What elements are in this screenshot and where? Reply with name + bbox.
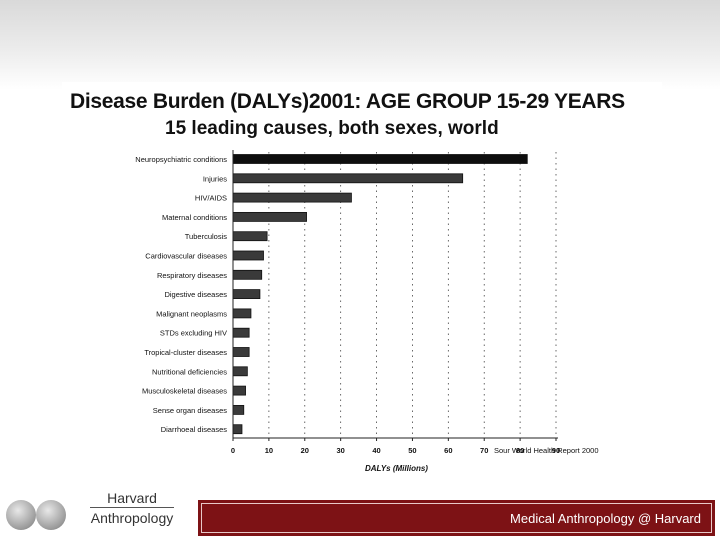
globe-icon <box>6 500 36 530</box>
category-label: HIV/AIDS <box>195 194 227 203</box>
category-label: Respiratory diseases <box>157 271 227 280</box>
category-label: Neuropsychiatric conditions <box>135 155 227 164</box>
category-label: Tuberculosis <box>185 232 227 241</box>
bar <box>232 231 268 242</box>
bar <box>232 347 250 357</box>
chart-title: Disease Burden (DALYs)2001: AGE GROUP 15… <box>70 90 625 113</box>
bar <box>232 404 245 415</box>
logo-line-anthropology: Anthropology <box>90 510 174 526</box>
x-tick-label: 30 <box>336 446 344 455</box>
slide-background <box>0 0 720 90</box>
bar <box>232 424 243 435</box>
bar <box>232 327 250 338</box>
x-tick-label: 80 <box>516 446 524 455</box>
x-axis-title: DALYs (Millions) <box>365 464 428 473</box>
bars <box>232 154 528 435</box>
bar <box>232 308 252 319</box>
category-label: Cardiovascular diseases <box>145 252 227 261</box>
gridlines <box>268 152 557 438</box>
category-label: Digestive diseases <box>164 290 227 299</box>
category-label: Maternal conditions <box>162 213 227 222</box>
x-tick-label: 20 <box>301 446 309 455</box>
x-tick-label: 70 <box>480 446 488 455</box>
category-label: Diarrhoeal diseases <box>161 425 228 434</box>
bar <box>232 366 248 377</box>
category-label: Tropical-cluster diseases <box>144 348 227 357</box>
bar <box>232 192 352 203</box>
x-tick-label: 60 <box>444 446 452 455</box>
bar <box>232 250 264 261</box>
bar <box>232 211 307 222</box>
category-label: Malignant neoplasms <box>156 309 227 318</box>
x-tick-label: 50 <box>408 446 416 455</box>
x-tick-label: 0 <box>231 446 235 455</box>
x-tick-label: 10 <box>265 446 273 455</box>
scanned-figure-area <box>62 82 662 487</box>
category-label: Nutritional deficiencies <box>152 367 227 376</box>
bar <box>232 289 261 300</box>
globe-icon <box>36 500 66 530</box>
bar <box>232 173 464 184</box>
bar <box>232 385 246 396</box>
category-label: Injuries <box>203 174 227 183</box>
category-label: Musculoskeletal diseases <box>142 387 227 396</box>
footer-banner: Medical Anthropology @ Harvard <box>198 500 715 536</box>
source-note: Sour World Health Report 2000 <box>494 446 599 455</box>
bar <box>232 154 528 164</box>
x-tick-label: 40 <box>372 446 380 455</box>
footer-banner-text: Medical Anthropology @ Harvard <box>201 503 712 533</box>
category-labels: Neuropsychiatric conditions Injuries HIV/A… <box>135 155 227 434</box>
category-label: STDs excluding HIV <box>160 329 227 338</box>
x-tick-label: 90 <box>552 446 560 455</box>
logo-line-harvard: Harvard <box>90 490 174 508</box>
category-label: Sense organ diseases <box>153 406 227 415</box>
bar <box>232 269 263 280</box>
chart-subtitle: 15 leading causes, both sexes, world <box>165 118 499 139</box>
